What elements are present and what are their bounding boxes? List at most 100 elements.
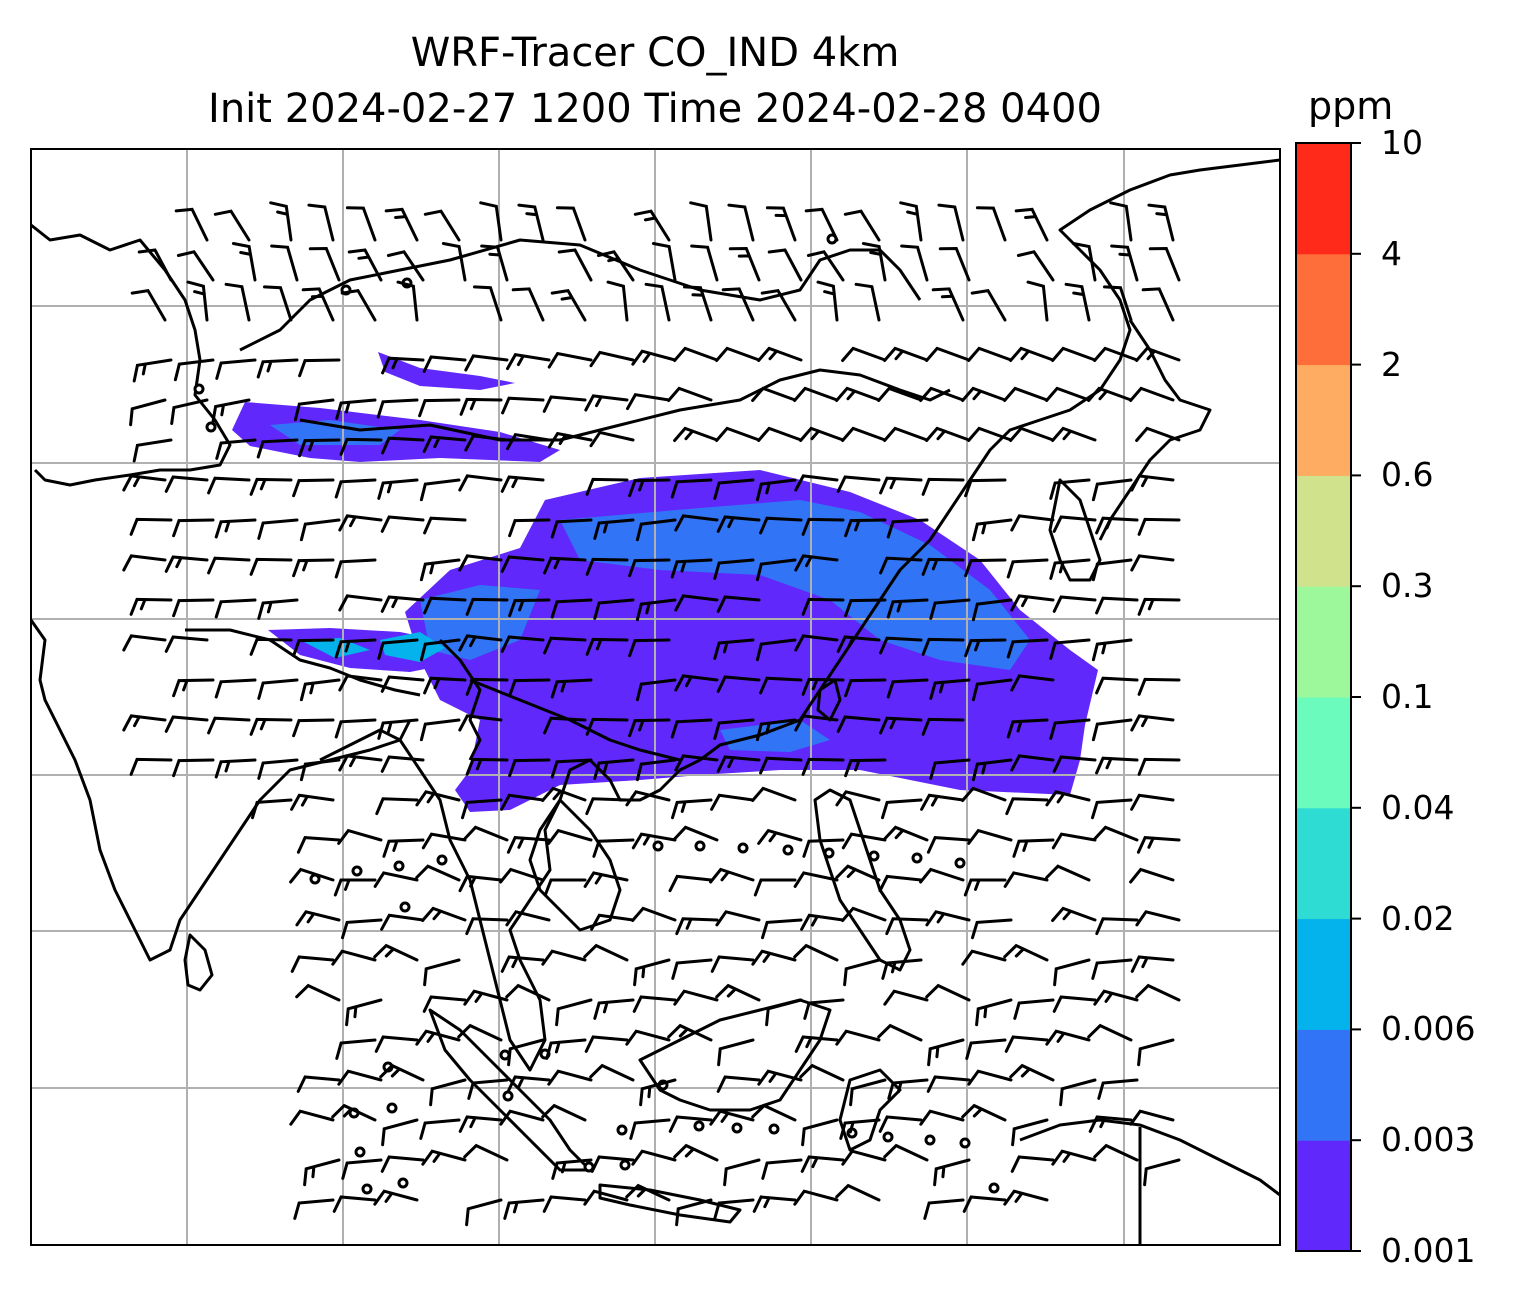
- wind-barb: [721, 287, 755, 322]
- wind-barb: [415, 864, 461, 882]
- wind-barb: [290, 955, 335, 973]
- wind-barb: [1051, 426, 1097, 442]
- wind-barb: [1097, 1078, 1139, 1100]
- wind-barb: [289, 1109, 335, 1126]
- wind-barb: [381, 1118, 419, 1147]
- wind-barb: [964, 478, 1007, 498]
- wind-barb: [338, 754, 383, 772]
- wind-barb: [541, 786, 587, 802]
- wind-barb: [1006, 558, 1049, 579]
- wind-barb: [289, 867, 335, 884]
- wind-barb: [1109, 201, 1133, 242]
- wind-barb: [465, 757, 509, 776]
- colorbar-segment: [1296, 364, 1351, 476]
- coast-india: [31, 223, 412, 962]
- wind-barb: [295, 983, 341, 1002]
- wind-barb: [458, 474, 503, 492]
- wind-barb: [345, 206, 377, 242]
- wind-barb: [505, 983, 551, 1002]
- wind-barb: [716, 755, 761, 773]
- wind-barb: [1003, 1189, 1049, 1206]
- wind-barb: [377, 638, 419, 660]
- wind-barb: [1053, 958, 1091, 987]
- wind-barb: [415, 790, 461, 807]
- wind-barb: [929, 598, 971, 620]
- wind-barb: [723, 1158, 761, 1187]
- wind-barb: [341, 918, 383, 940]
- wind-barb: [543, 716, 587, 735]
- wind-barb: [886, 518, 929, 539]
- wind-barb: [671, 958, 713, 980]
- wind-barb: [458, 714, 503, 732]
- wind-barb: [631, 832, 677, 850]
- wind-barb: [296, 836, 341, 854]
- wind-barb: [793, 943, 839, 962]
- wind-barb: [214, 518, 257, 539]
- wind-barb: [633, 209, 671, 242]
- map-title-line1: WRF-Tracer CO_IND 4km: [410, 30, 900, 76]
- wind-barb: [625, 1183, 671, 1202]
- wind-barb: [921, 637, 965, 656]
- wind-barb: [1071, 242, 1097, 282]
- wind-barb: [249, 637, 293, 656]
- wind-barb: [377, 478, 419, 500]
- wind-barb: [919, 867, 965, 884]
- wind-barb: [299, 518, 341, 542]
- wind-barb: [651, 242, 677, 282]
- wind-barb: [800, 1155, 845, 1173]
- wind-barb: [214, 678, 257, 699]
- wind-barb: [506, 836, 551, 854]
- wind-barb: [1095, 756, 1139, 775]
- wind-barb: [673, 825, 719, 842]
- wind-barb: [1051, 906, 1097, 922]
- wind-barb: [380, 755, 425, 773]
- wind-barb: [1137, 597, 1181, 616]
- wind-barb: [925, 346, 971, 362]
- wind-barb: [1110, 244, 1139, 282]
- wind-barb: [923, 1198, 965, 1220]
- wind-barb: [1141, 287, 1175, 322]
- wind-barb: [849, 1078, 887, 1107]
- wind-barb: [1014, 207, 1049, 242]
- wind-barb: [174, 207, 209, 242]
- wind-barb: [1147, 203, 1175, 242]
- wind-barb: [1091, 638, 1133, 662]
- wind-barb: [879, 476, 923, 495]
- wind-barb: [933, 1158, 971, 1187]
- wind-barb: [878, 1115, 923, 1133]
- wind-barb: [1009, 426, 1055, 442]
- wind-barb: [1095, 596, 1139, 615]
- wind-barb: [965, 1038, 1007, 1060]
- colorbar-tick-label: 0.003: [1381, 1120, 1476, 1160]
- wind-barb: [883, 1143, 929, 1162]
- wind-barb: [675, 917, 719, 936]
- wind-barb: [971, 758, 1013, 782]
- wind-barb: [887, 1078, 929, 1100]
- wind-barb: [1006, 718, 1049, 739]
- colorbar-tick-label: 0.02: [1381, 898, 1455, 938]
- wind-barb: [593, 758, 635, 780]
- wind-barb: [710, 793, 755, 811]
- wind-barb: [465, 1198, 503, 1227]
- wind-barb: [1137, 1038, 1175, 1067]
- wind-barb: [508, 518, 551, 538]
- wind-barb: [836, 635, 881, 653]
- wind-barb: [883, 426, 929, 442]
- wind-barb: [900, 244, 929, 282]
- wind-barb: [547, 1069, 593, 1086]
- wind-barb: [690, 244, 719, 282]
- wind-barb: [555, 206, 587, 242]
- wind-barb: [841, 832, 887, 850]
- wind-barb: [1003, 871, 1049, 888]
- wind-barb: [550, 678, 593, 699]
- wind-barb: [673, 346, 719, 362]
- wind-barb: [925, 910, 971, 927]
- wind-barb: [499, 1109, 545, 1126]
- wind-barb: [500, 555, 545, 573]
- wind-barb: [419, 718, 461, 742]
- wind-barb: [673, 1143, 719, 1162]
- wind-barb: [801, 517, 845, 536]
- wind-barb: [1087, 1023, 1133, 1042]
- wind-barb: [422, 435, 467, 453]
- wind-barb: [207, 716, 251, 735]
